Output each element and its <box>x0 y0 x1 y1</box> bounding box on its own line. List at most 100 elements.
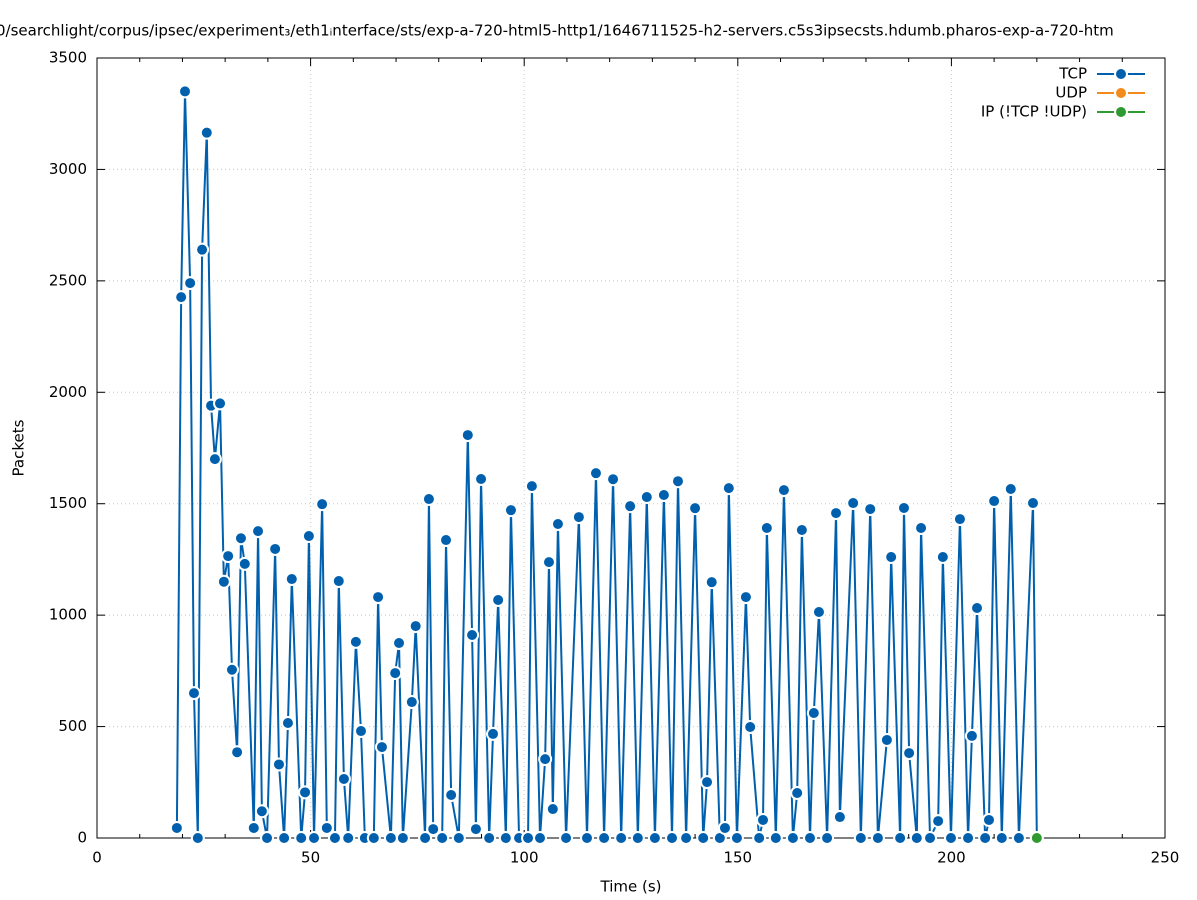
data-point <box>207 452 222 467</box>
data-point <box>213 396 228 411</box>
data-point <box>768 831 783 845</box>
data-point <box>533 831 548 845</box>
data-point <box>759 521 774 536</box>
data-point <box>943 831 958 845</box>
data-point <box>418 831 433 845</box>
data-point <box>541 555 556 570</box>
data-point <box>832 810 847 825</box>
y-axis-label: Packets <box>10 419 28 476</box>
data-point <box>597 831 612 845</box>
data-point <box>630 831 645 845</box>
data-point <box>280 716 295 731</box>
data-point <box>588 466 603 481</box>
data-point <box>893 831 908 845</box>
data-point <box>354 724 369 739</box>
data-point <box>794 523 809 538</box>
data-point <box>970 601 985 616</box>
data-point <box>498 831 513 845</box>
data-point <box>902 746 917 761</box>
data-point <box>964 728 979 743</box>
data-point <box>802 831 817 845</box>
data-point <box>931 814 946 829</box>
data-point <box>1029 831 1044 845</box>
y-tick-label: 0 <box>77 829 87 847</box>
legend-marker <box>1114 105 1128 119</box>
data-point <box>524 479 539 494</box>
data-point <box>879 732 894 747</box>
legend-label: TCP <box>1058 65 1087 83</box>
data-point <box>811 605 826 620</box>
data-point <box>388 666 403 681</box>
data-point <box>614 831 629 845</box>
x-tick-label: 150 <box>723 849 752 867</box>
x-tick-label: 200 <box>937 849 966 867</box>
y-tick-label: 500 <box>58 717 87 735</box>
data-point <box>853 831 868 845</box>
data-point <box>870 831 885 845</box>
data-point <box>404 695 419 710</box>
data-point <box>233 531 248 546</box>
data-point <box>451 831 466 845</box>
data-point <box>776 483 791 498</box>
data-point <box>482 831 497 845</box>
data-point <box>230 745 245 760</box>
data-point <box>392 636 407 650</box>
data-point <box>254 804 269 819</box>
data-point <box>371 590 386 605</box>
data-point <box>465 627 480 642</box>
data-point <box>298 785 313 800</box>
y-tick-label: 1000 <box>49 606 87 624</box>
data-point <box>752 831 767 845</box>
data-point <box>374 740 389 755</box>
data-point <box>348 634 363 649</box>
data-point <box>294 831 309 845</box>
data-point <box>952 512 967 527</box>
data-point <box>383 831 398 845</box>
data-point <box>221 549 236 564</box>
y-tick-label: 3000 <box>49 160 87 178</box>
y-tick-label: 3500 <box>49 49 87 67</box>
data-point <box>435 831 450 845</box>
data-point <box>846 496 861 511</box>
data-point <box>169 820 184 835</box>
data-point <box>729 831 744 845</box>
data-point <box>884 549 899 564</box>
data-point <box>503 503 518 518</box>
data-point <box>1011 831 1026 845</box>
data-point <box>806 705 821 720</box>
data-point <box>790 785 805 800</box>
data-point <box>679 831 694 845</box>
data-point <box>538 752 553 767</box>
data-point <box>896 500 911 515</box>
data-point <box>366 831 381 845</box>
data-point <box>174 290 189 305</box>
data-point <box>268 541 283 556</box>
data-point <box>284 572 299 587</box>
series-line <box>175 91 1038 841</box>
data-point <box>341 831 356 845</box>
data-point <box>935 549 950 564</box>
data-point <box>301 529 316 544</box>
data-point <box>216 574 231 589</box>
data-point <box>190 831 205 845</box>
data-point <box>327 831 342 845</box>
data-point <box>571 510 586 525</box>
data-point <box>665 831 680 845</box>
legend-marker <box>1114 67 1128 81</box>
data-point <box>700 775 715 790</box>
data-point <box>829 506 844 521</box>
data-point <box>336 771 351 786</box>
data-point <box>914 521 929 536</box>
data-point <box>909 831 924 845</box>
data-point <box>1025 496 1040 511</box>
data-point <box>439 533 454 548</box>
data-point <box>820 831 835 845</box>
data-point <box>486 726 501 741</box>
data-point <box>421 492 436 507</box>
x-tick-label: 250 <box>1151 849 1180 867</box>
data-point <box>647 831 662 845</box>
data-point <box>319 820 334 835</box>
data-point <box>426 822 441 837</box>
data-point <box>670 474 685 489</box>
data-point <box>260 831 275 845</box>
